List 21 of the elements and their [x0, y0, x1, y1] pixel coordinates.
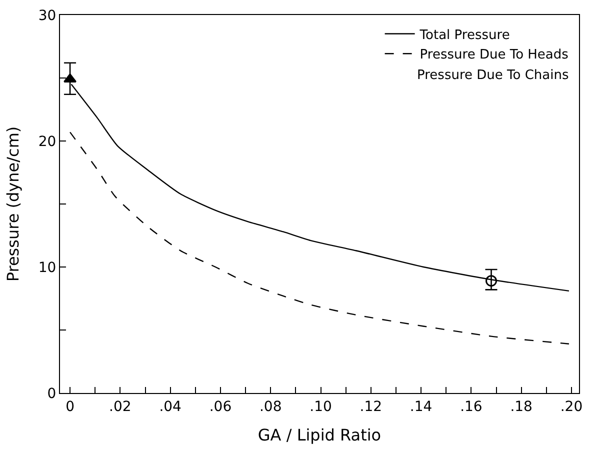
x-tick-label: .04 [159, 398, 182, 415]
x-tick-label: .18 [510, 398, 532, 415]
x-axis-title: GA / Lipid Ratio [258, 426, 382, 444]
y-tick-label: 30 [38, 8, 56, 24]
x-tick-label: .02 [109, 398, 132, 415]
x-tick-label: .14 [410, 398, 432, 415]
x-tick-label: 0 [66, 398, 74, 415]
legend-label: Pressure Due To Heads [420, 48, 569, 63]
y-tick-label: 10 [38, 260, 56, 276]
y-axis-title: Pressure (dyne/cm) [3, 126, 22, 282]
x-tick-label: .06 [209, 398, 232, 415]
y-tick-label: 0 [47, 386, 56, 402]
y-tick-label: 20 [38, 134, 56, 150]
x-tick-label: .08 [259, 398, 282, 415]
x-tick-label: .20 [560, 398, 583, 415]
line-series [69, 132, 570, 344]
x-tick-label: .16 [460, 398, 482, 415]
annotation: Pressure Due To Chains [417, 68, 569, 83]
legend-label: Total Pressure [418, 28, 510, 43]
x-tick-label: .10 [310, 398, 332, 415]
x-tick-label: .12 [360, 398, 382, 415]
